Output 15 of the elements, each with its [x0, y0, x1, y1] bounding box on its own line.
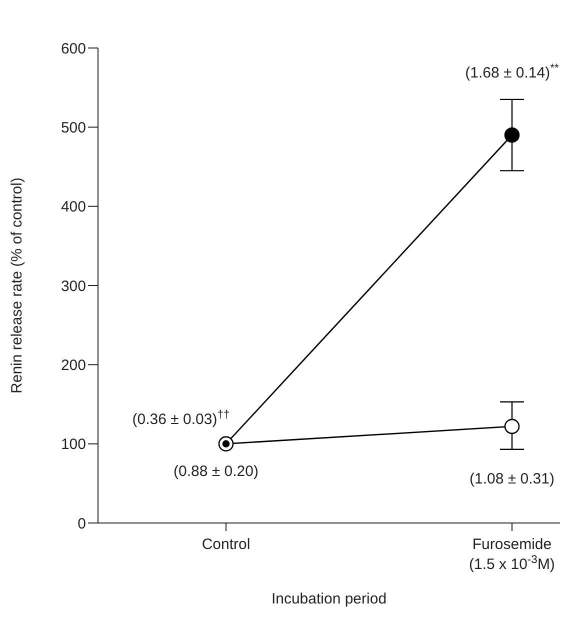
- y-tick-label: 600: [60, 40, 86, 58]
- y-tick-label: 200: [60, 356, 86, 374]
- x-tick-label: Furosemide (1.5 x 10$^{-3}$M): [469, 536, 555, 573]
- x-tick-label: Control: [202, 536, 250, 553]
- annotation: (0.36 ± 0.03)$^{††}$: [132, 408, 230, 428]
- y-tick-label: 300: [60, 278, 86, 295]
- y-tick-label: 400: [60, 198, 86, 216]
- annotation: (1.08 ± 0.31): [470, 470, 554, 488]
- y-tick-label: 500: [60, 119, 86, 136]
- annotation: (0.88 ± 0.20): [174, 462, 258, 480]
- y-tick-label: 0: [78, 515, 86, 532]
- y-tick-label: 100: [60, 436, 86, 454]
- y-axis-title: Renin release rate (% of control): [8, 178, 26, 394]
- annotation: (1.68 ± 0.14)$^{**}$: [465, 62, 560, 82]
- x-axis-title: Incubation period: [271, 590, 387, 608]
